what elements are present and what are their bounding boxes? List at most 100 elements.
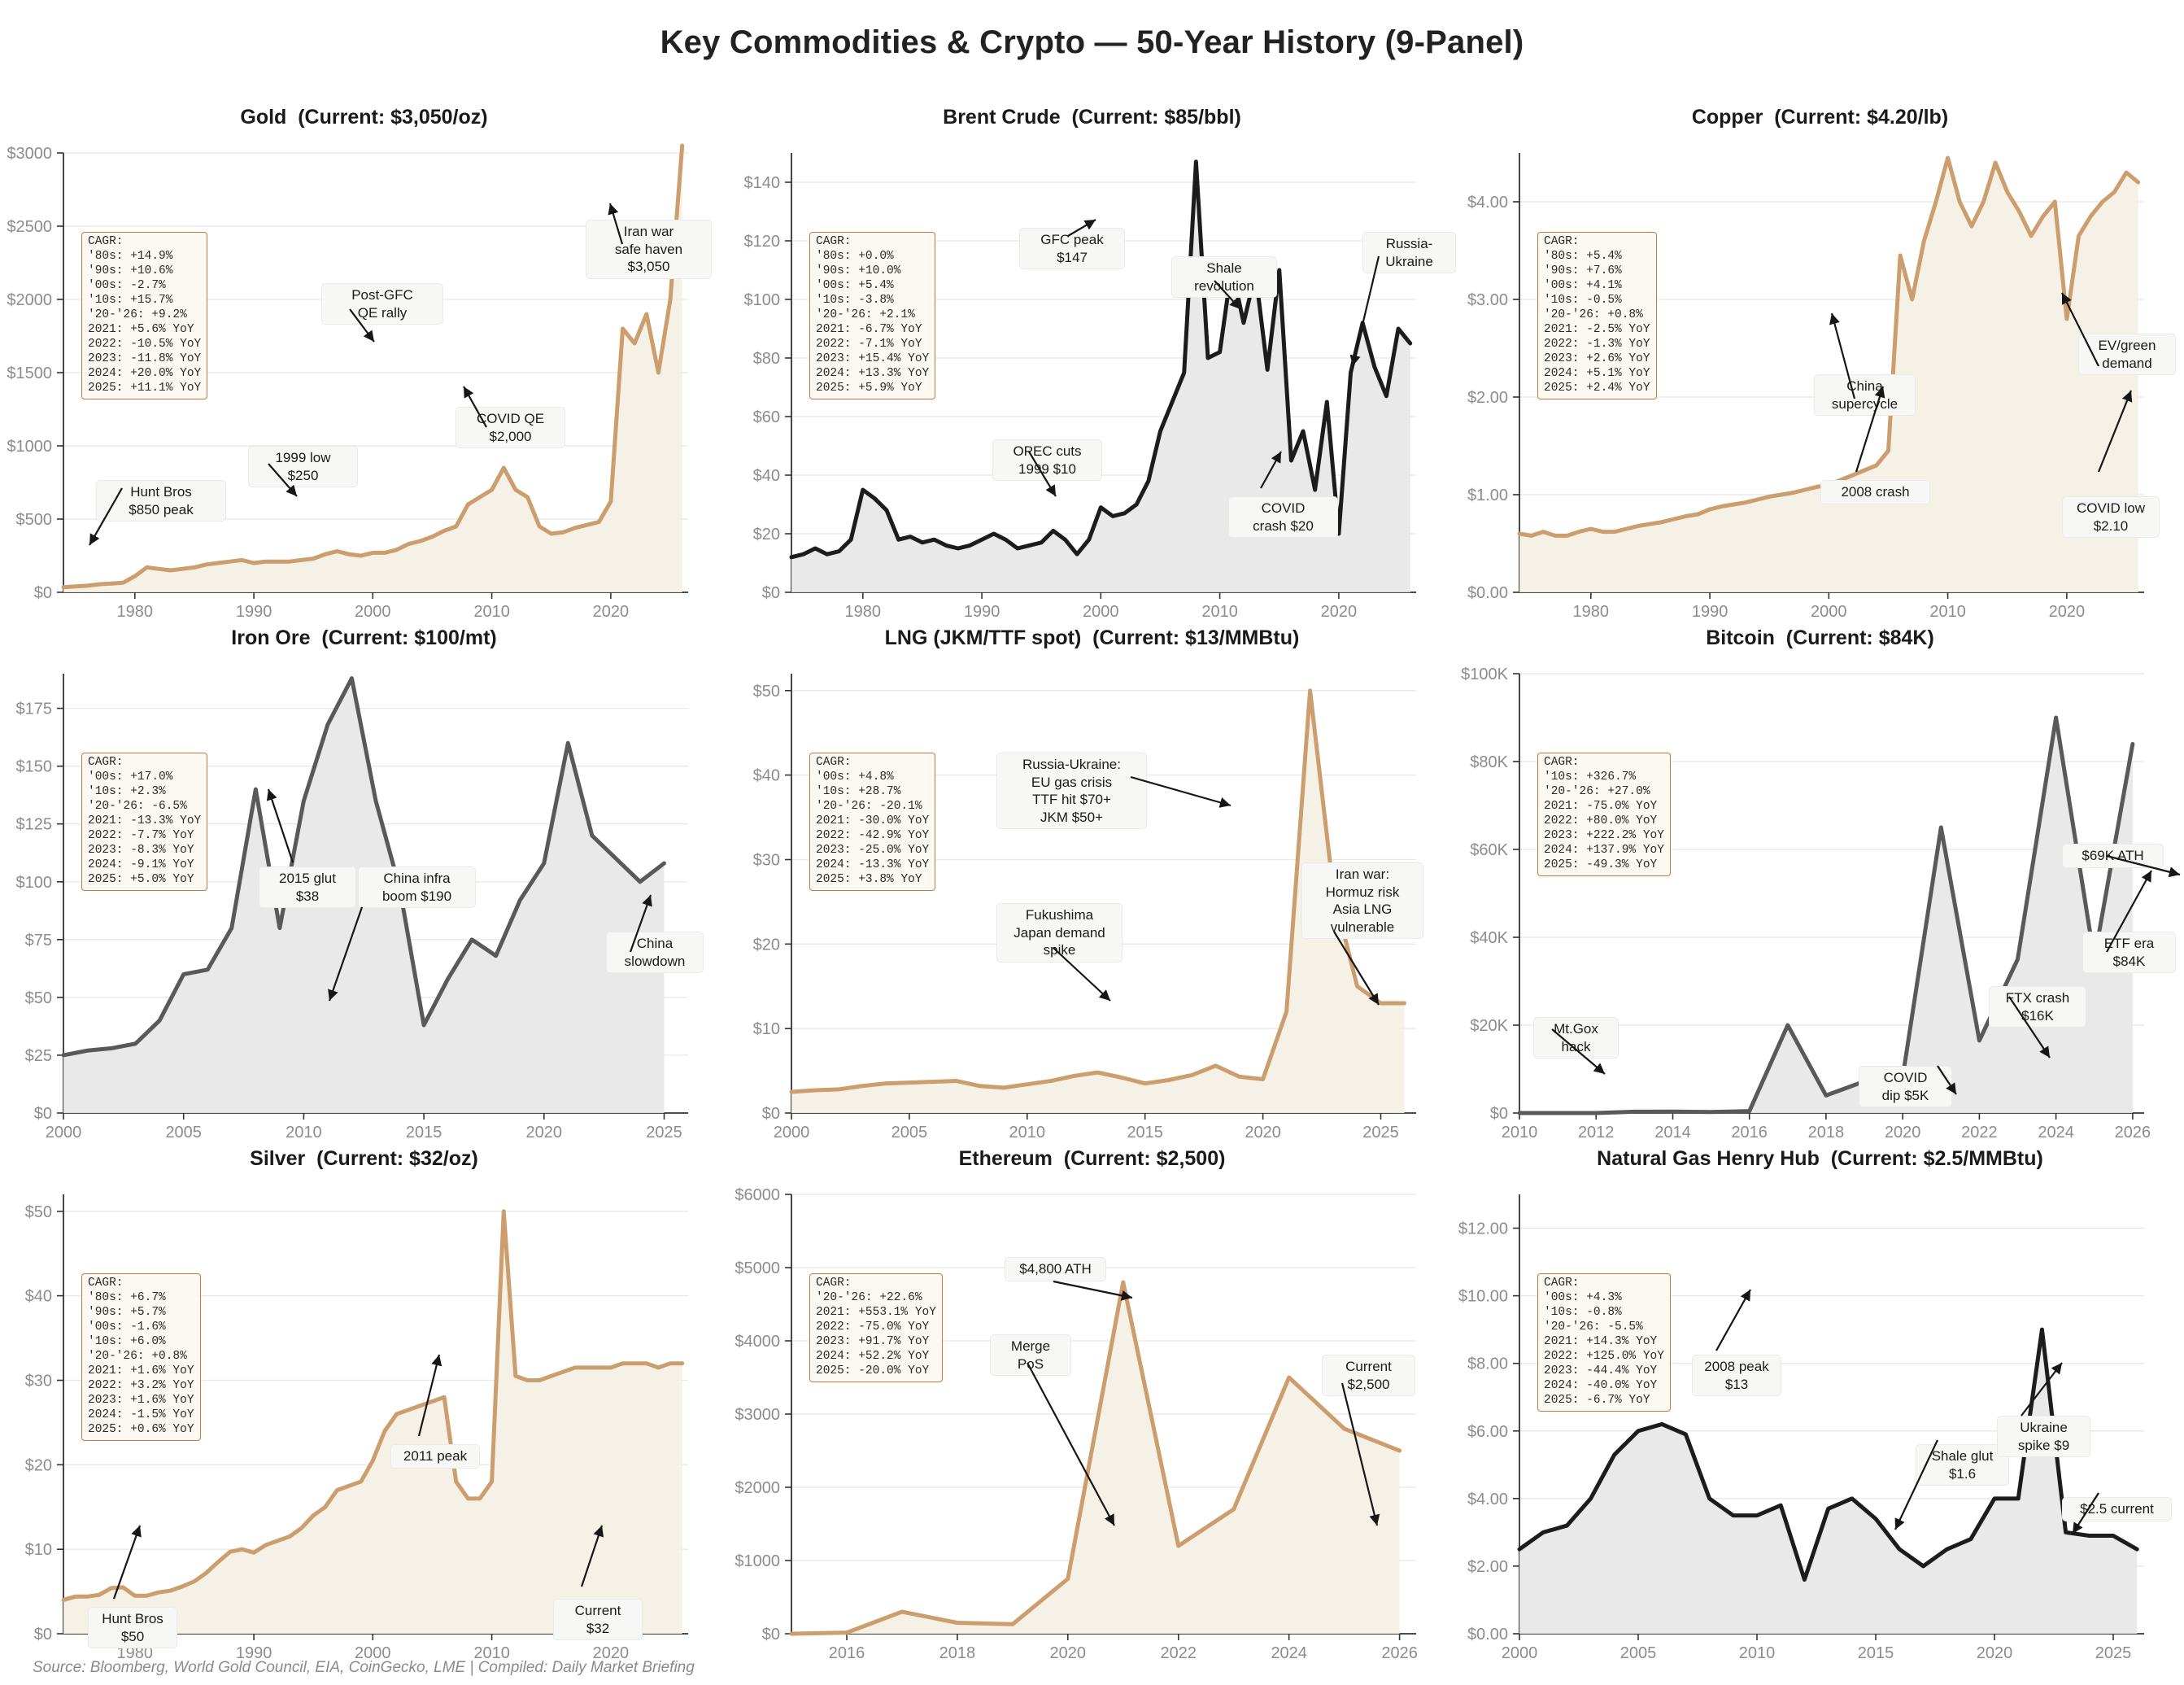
- svg-text:$30: $30: [753, 852, 780, 870]
- svg-text:$4.00: $4.00: [1467, 194, 1508, 212]
- svg-text:2020: 2020: [1245, 1124, 1281, 1142]
- svg-text:$1.00: $1.00: [1467, 487, 1508, 504]
- svg-text:2025: 2025: [646, 1124, 682, 1142]
- svg-text:$20: $20: [753, 526, 780, 543]
- svg-text:$10: $10: [753, 1020, 780, 1038]
- svg-text:$10.00: $10.00: [1458, 1288, 1508, 1306]
- svg-text:2022: 2022: [1961, 1124, 1998, 1142]
- svg-text:$8.00: $8.00: [1467, 1355, 1508, 1373]
- svg-text:$2000: $2000: [7, 291, 52, 309]
- svg-text:2005: 2005: [165, 1124, 202, 1142]
- svg-text:$0: $0: [762, 584, 780, 602]
- svg-text:2015: 2015: [1127, 1124, 1163, 1142]
- svg-text:$120: $120: [744, 233, 781, 251]
- svg-text:$0: $0: [34, 1105, 52, 1123]
- svg-text:$6.00: $6.00: [1467, 1423, 1508, 1441]
- svg-text:$2.00: $2.00: [1467, 389, 1508, 407]
- svg-text:2024: 2024: [2038, 1124, 2074, 1142]
- svg-text:2000: 2000: [774, 1124, 810, 1142]
- svg-text:$175: $175: [16, 701, 53, 718]
- svg-text:2020: 2020: [1885, 1124, 1921, 1142]
- svg-text:2020: 2020: [1050, 1644, 1087, 1662]
- svg-text:2000: 2000: [355, 603, 391, 621]
- svg-text:1990: 1990: [236, 603, 272, 621]
- svg-text:$1500: $1500: [7, 365, 52, 382]
- svg-text:$2.00: $2.00: [1467, 1558, 1508, 1576]
- svg-text:2025: 2025: [2095, 1644, 2132, 1662]
- svg-text:$0: $0: [34, 1626, 52, 1644]
- svg-text:2010: 2010: [473, 603, 510, 621]
- svg-text:2020: 2020: [2049, 603, 2086, 621]
- svg-text:$6000: $6000: [735, 1186, 780, 1204]
- svg-text:$3.00: $3.00: [1467, 291, 1508, 309]
- svg-text:2010: 2010: [286, 1124, 322, 1142]
- svg-text:2020: 2020: [526, 1124, 563, 1142]
- svg-text:2010: 2010: [1929, 603, 1966, 621]
- svg-text:2010: 2010: [1009, 1124, 1046, 1142]
- svg-text:2005: 2005: [891, 1124, 928, 1142]
- svg-text:$3000: $3000: [7, 145, 52, 163]
- svg-text:$4.00: $4.00: [1467, 1491, 1508, 1508]
- svg-text:$0: $0: [1490, 1105, 1508, 1123]
- svg-text:2020: 2020: [593, 603, 630, 621]
- svg-text:$140: $140: [744, 174, 781, 192]
- svg-text:2026: 2026: [1381, 1644, 1418, 1662]
- svg-text:$5000: $5000: [735, 1259, 780, 1277]
- svg-text:2000: 2000: [1502, 1644, 1538, 1662]
- svg-text:2014: 2014: [1654, 1124, 1691, 1142]
- svg-text:1980: 1980: [117, 603, 154, 621]
- svg-text:$100K: $100K: [1461, 666, 1508, 683]
- svg-text:$50: $50: [753, 683, 780, 701]
- svg-text:1990: 1990: [964, 603, 1000, 621]
- svg-text:2005: 2005: [1620, 1644, 1657, 1662]
- svg-text:$10: $10: [25, 1541, 52, 1559]
- svg-text:$3000: $3000: [735, 1406, 780, 1424]
- svg-text:2010: 2010: [1201, 603, 1238, 621]
- svg-text:2000: 2000: [1811, 603, 1847, 621]
- svg-text:1980: 1980: [845, 603, 882, 621]
- svg-text:$50: $50: [25, 989, 52, 1007]
- svg-text:$0: $0: [762, 1626, 780, 1644]
- svg-text:$30: $30: [25, 1373, 52, 1390]
- svg-text:$1000: $1000: [7, 438, 52, 456]
- svg-text:$100: $100: [16, 874, 53, 892]
- svg-text:$2000: $2000: [735, 1479, 780, 1497]
- svg-text:$4000: $4000: [735, 1333, 780, 1351]
- svg-text:2010: 2010: [1502, 1124, 1538, 1142]
- svg-text:$0.00: $0.00: [1467, 584, 1508, 602]
- svg-text:$50: $50: [25, 1203, 52, 1221]
- svg-text:$0.00: $0.00: [1467, 1626, 1508, 1644]
- svg-text:$20K: $20K: [1470, 1017, 1508, 1035]
- svg-text:2015: 2015: [406, 1124, 442, 1142]
- svg-text:2026: 2026: [2115, 1124, 2151, 1142]
- svg-text:$1000: $1000: [735, 1552, 780, 1570]
- svg-text:$40: $40: [753, 467, 780, 485]
- svg-text:$80: $80: [753, 350, 780, 368]
- svg-text:$75: $75: [25, 932, 52, 949]
- svg-text:$40K: $40K: [1470, 929, 1508, 947]
- svg-text:2012: 2012: [1578, 1124, 1615, 1142]
- svg-text:$0: $0: [762, 1105, 780, 1123]
- svg-text:$20: $20: [753, 936, 780, 954]
- svg-text:2018: 2018: [939, 1644, 976, 1662]
- svg-text:2010: 2010: [1739, 1644, 1776, 1662]
- svg-text:$500: $500: [16, 511, 53, 529]
- svg-text:2018: 2018: [1808, 1124, 1845, 1142]
- svg-text:1990: 1990: [1692, 603, 1728, 621]
- svg-text:2016: 2016: [829, 1644, 865, 1662]
- svg-text:1980: 1980: [1573, 603, 1610, 621]
- svg-text:$2500: $2500: [7, 218, 52, 236]
- svg-text:$125: $125: [16, 816, 53, 834]
- svg-text:$60K: $60K: [1470, 841, 1508, 859]
- svg-text:2000: 2000: [46, 1124, 82, 1142]
- svg-text:$40: $40: [753, 767, 780, 785]
- svg-text:$60: $60: [753, 408, 780, 426]
- svg-text:2000: 2000: [1083, 603, 1119, 621]
- svg-text:2016: 2016: [1731, 1124, 1768, 1142]
- svg-text:$150: $150: [16, 758, 53, 776]
- svg-text:$80K: $80K: [1470, 753, 1508, 771]
- svg-text:2025: 2025: [1362, 1124, 1399, 1142]
- svg-text:$40: $40: [25, 1288, 52, 1306]
- svg-text:2020: 2020: [1977, 1644, 2013, 1662]
- svg-text:$100: $100: [744, 291, 781, 309]
